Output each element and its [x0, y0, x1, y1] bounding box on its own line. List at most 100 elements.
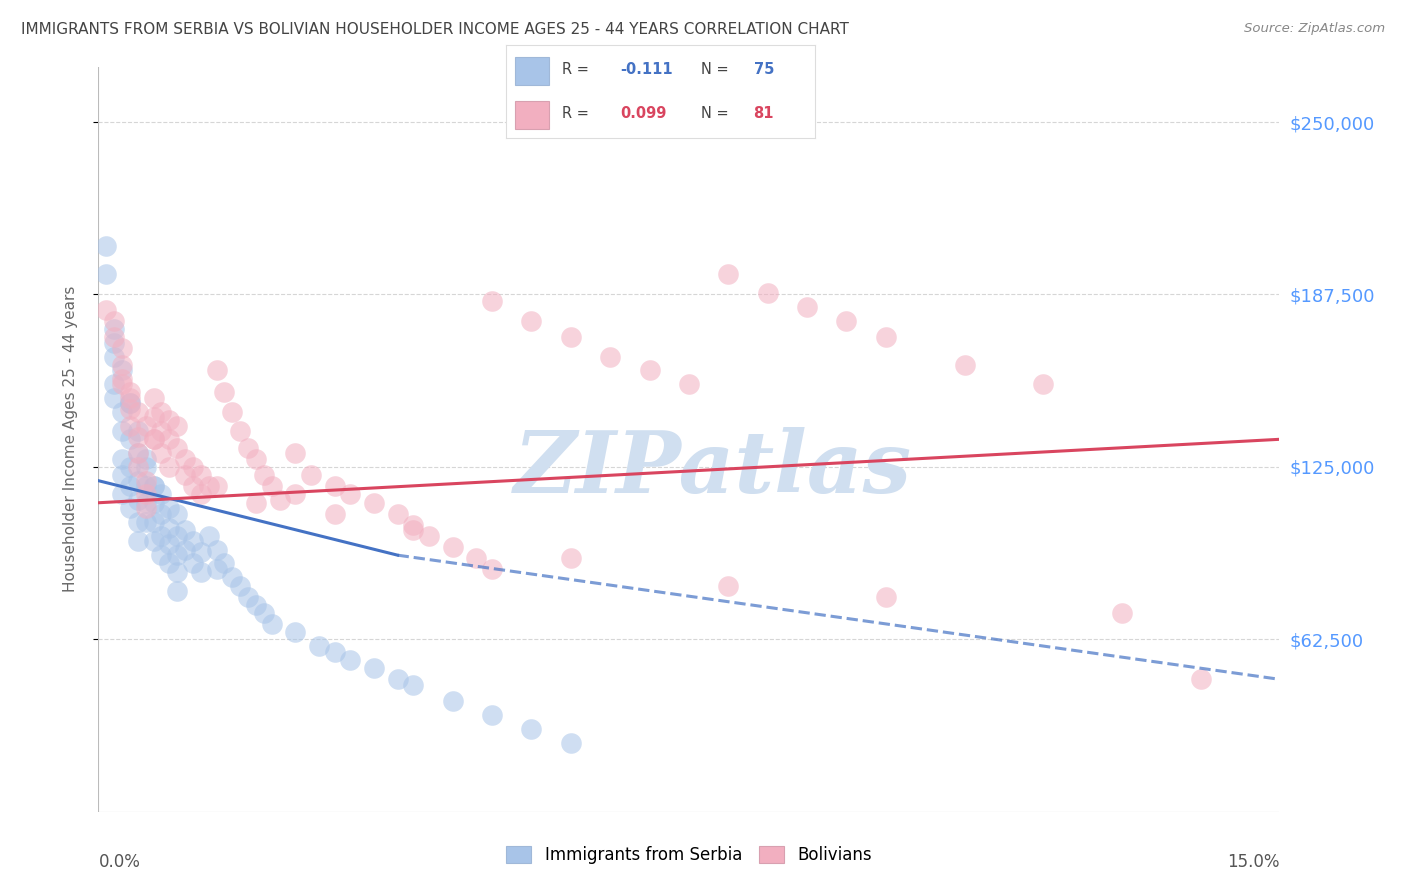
Point — [481, 708, 503, 723]
Point — [796, 300, 818, 314]
Text: IMMIGRANTS FROM SERBIA VS BOLIVIAN HOUSEHOLDER INCOME AGES 25 - 44 YEARS CORRELA: IMMIGRANTS FROM SERBIA VS BOLIVIAN HOUSE… — [21, 22, 849, 37]
Point — [127, 446, 149, 460]
Point — [157, 557, 180, 571]
Point — [127, 493, 149, 508]
Point — [111, 487, 134, 501]
Point — [166, 548, 188, 562]
Point — [103, 377, 125, 392]
Point — [363, 496, 385, 510]
Point — [96, 267, 118, 281]
Text: R =: R = — [562, 62, 589, 78]
Point — [157, 537, 180, 551]
Point — [205, 542, 228, 557]
Text: ZIPatlas: ZIPatlas — [513, 427, 911, 511]
Point — [236, 590, 259, 604]
Point — [174, 524, 197, 538]
Bar — [516, 101, 550, 129]
Point — [560, 330, 582, 344]
Point — [142, 410, 165, 425]
Point — [142, 479, 165, 493]
Text: R =: R = — [562, 106, 589, 121]
Point — [103, 322, 125, 336]
Text: N =: N = — [702, 106, 728, 121]
Point — [142, 479, 165, 493]
Point — [323, 479, 346, 493]
Point — [174, 542, 197, 557]
Point — [135, 459, 157, 474]
Point — [111, 377, 134, 392]
Point — [1032, 377, 1054, 392]
Point — [111, 424, 134, 438]
Point — [174, 468, 197, 483]
Point — [181, 479, 204, 493]
Point — [103, 330, 125, 344]
Point — [197, 479, 219, 493]
Point — [142, 433, 165, 447]
Point — [402, 524, 425, 538]
Point — [190, 545, 212, 559]
Point — [135, 496, 157, 510]
Point — [236, 441, 259, 455]
Point — [269, 493, 291, 508]
Text: 0.0%: 0.0% — [98, 853, 141, 871]
Point — [229, 424, 252, 438]
Point — [127, 515, 149, 529]
Point — [638, 363, 661, 377]
Point — [245, 451, 267, 466]
Point — [284, 446, 307, 460]
Point — [214, 557, 236, 571]
Point — [221, 570, 243, 584]
Point — [1189, 673, 1212, 687]
Point — [142, 496, 165, 510]
Point — [111, 405, 134, 419]
Point — [127, 459, 149, 474]
Point — [150, 548, 173, 562]
Point — [520, 314, 543, 328]
Point — [118, 396, 141, 410]
Point — [323, 645, 346, 659]
Point — [402, 517, 425, 532]
Text: 0.099: 0.099 — [620, 106, 666, 121]
Point — [481, 294, 503, 309]
Point — [118, 396, 141, 410]
Point — [103, 350, 125, 364]
Point — [465, 550, 488, 565]
Point — [599, 350, 621, 364]
Point — [190, 468, 212, 483]
Point — [135, 474, 157, 488]
Point — [150, 507, 173, 521]
Point — [135, 418, 157, 433]
Point — [205, 363, 228, 377]
Point — [111, 341, 134, 355]
Point — [174, 451, 197, 466]
Point — [157, 520, 180, 534]
Legend: Immigrants from Serbia, Bolivians: Immigrants from Serbia, Bolivians — [499, 838, 879, 871]
Point — [111, 468, 134, 483]
Point — [835, 314, 858, 328]
Y-axis label: Householder Income Ages 25 - 44 years: Householder Income Ages 25 - 44 years — [63, 286, 77, 592]
Point — [418, 529, 440, 543]
Point — [142, 534, 165, 549]
Point — [284, 487, 307, 501]
Point — [560, 736, 582, 750]
Point — [245, 496, 267, 510]
Point — [127, 424, 149, 438]
Point — [127, 429, 149, 443]
Point — [150, 424, 173, 438]
Point — [245, 598, 267, 612]
Point — [308, 639, 330, 653]
Point — [157, 433, 180, 447]
Point — [103, 391, 125, 405]
Point — [118, 479, 141, 493]
Point — [127, 405, 149, 419]
Text: -0.111: -0.111 — [620, 62, 673, 78]
Point — [127, 534, 149, 549]
Point — [260, 479, 283, 493]
Point — [142, 433, 165, 447]
Point — [756, 286, 779, 301]
Point — [1111, 606, 1133, 620]
Point — [111, 363, 134, 377]
Point — [323, 507, 346, 521]
Point — [118, 391, 141, 405]
Point — [118, 385, 141, 400]
